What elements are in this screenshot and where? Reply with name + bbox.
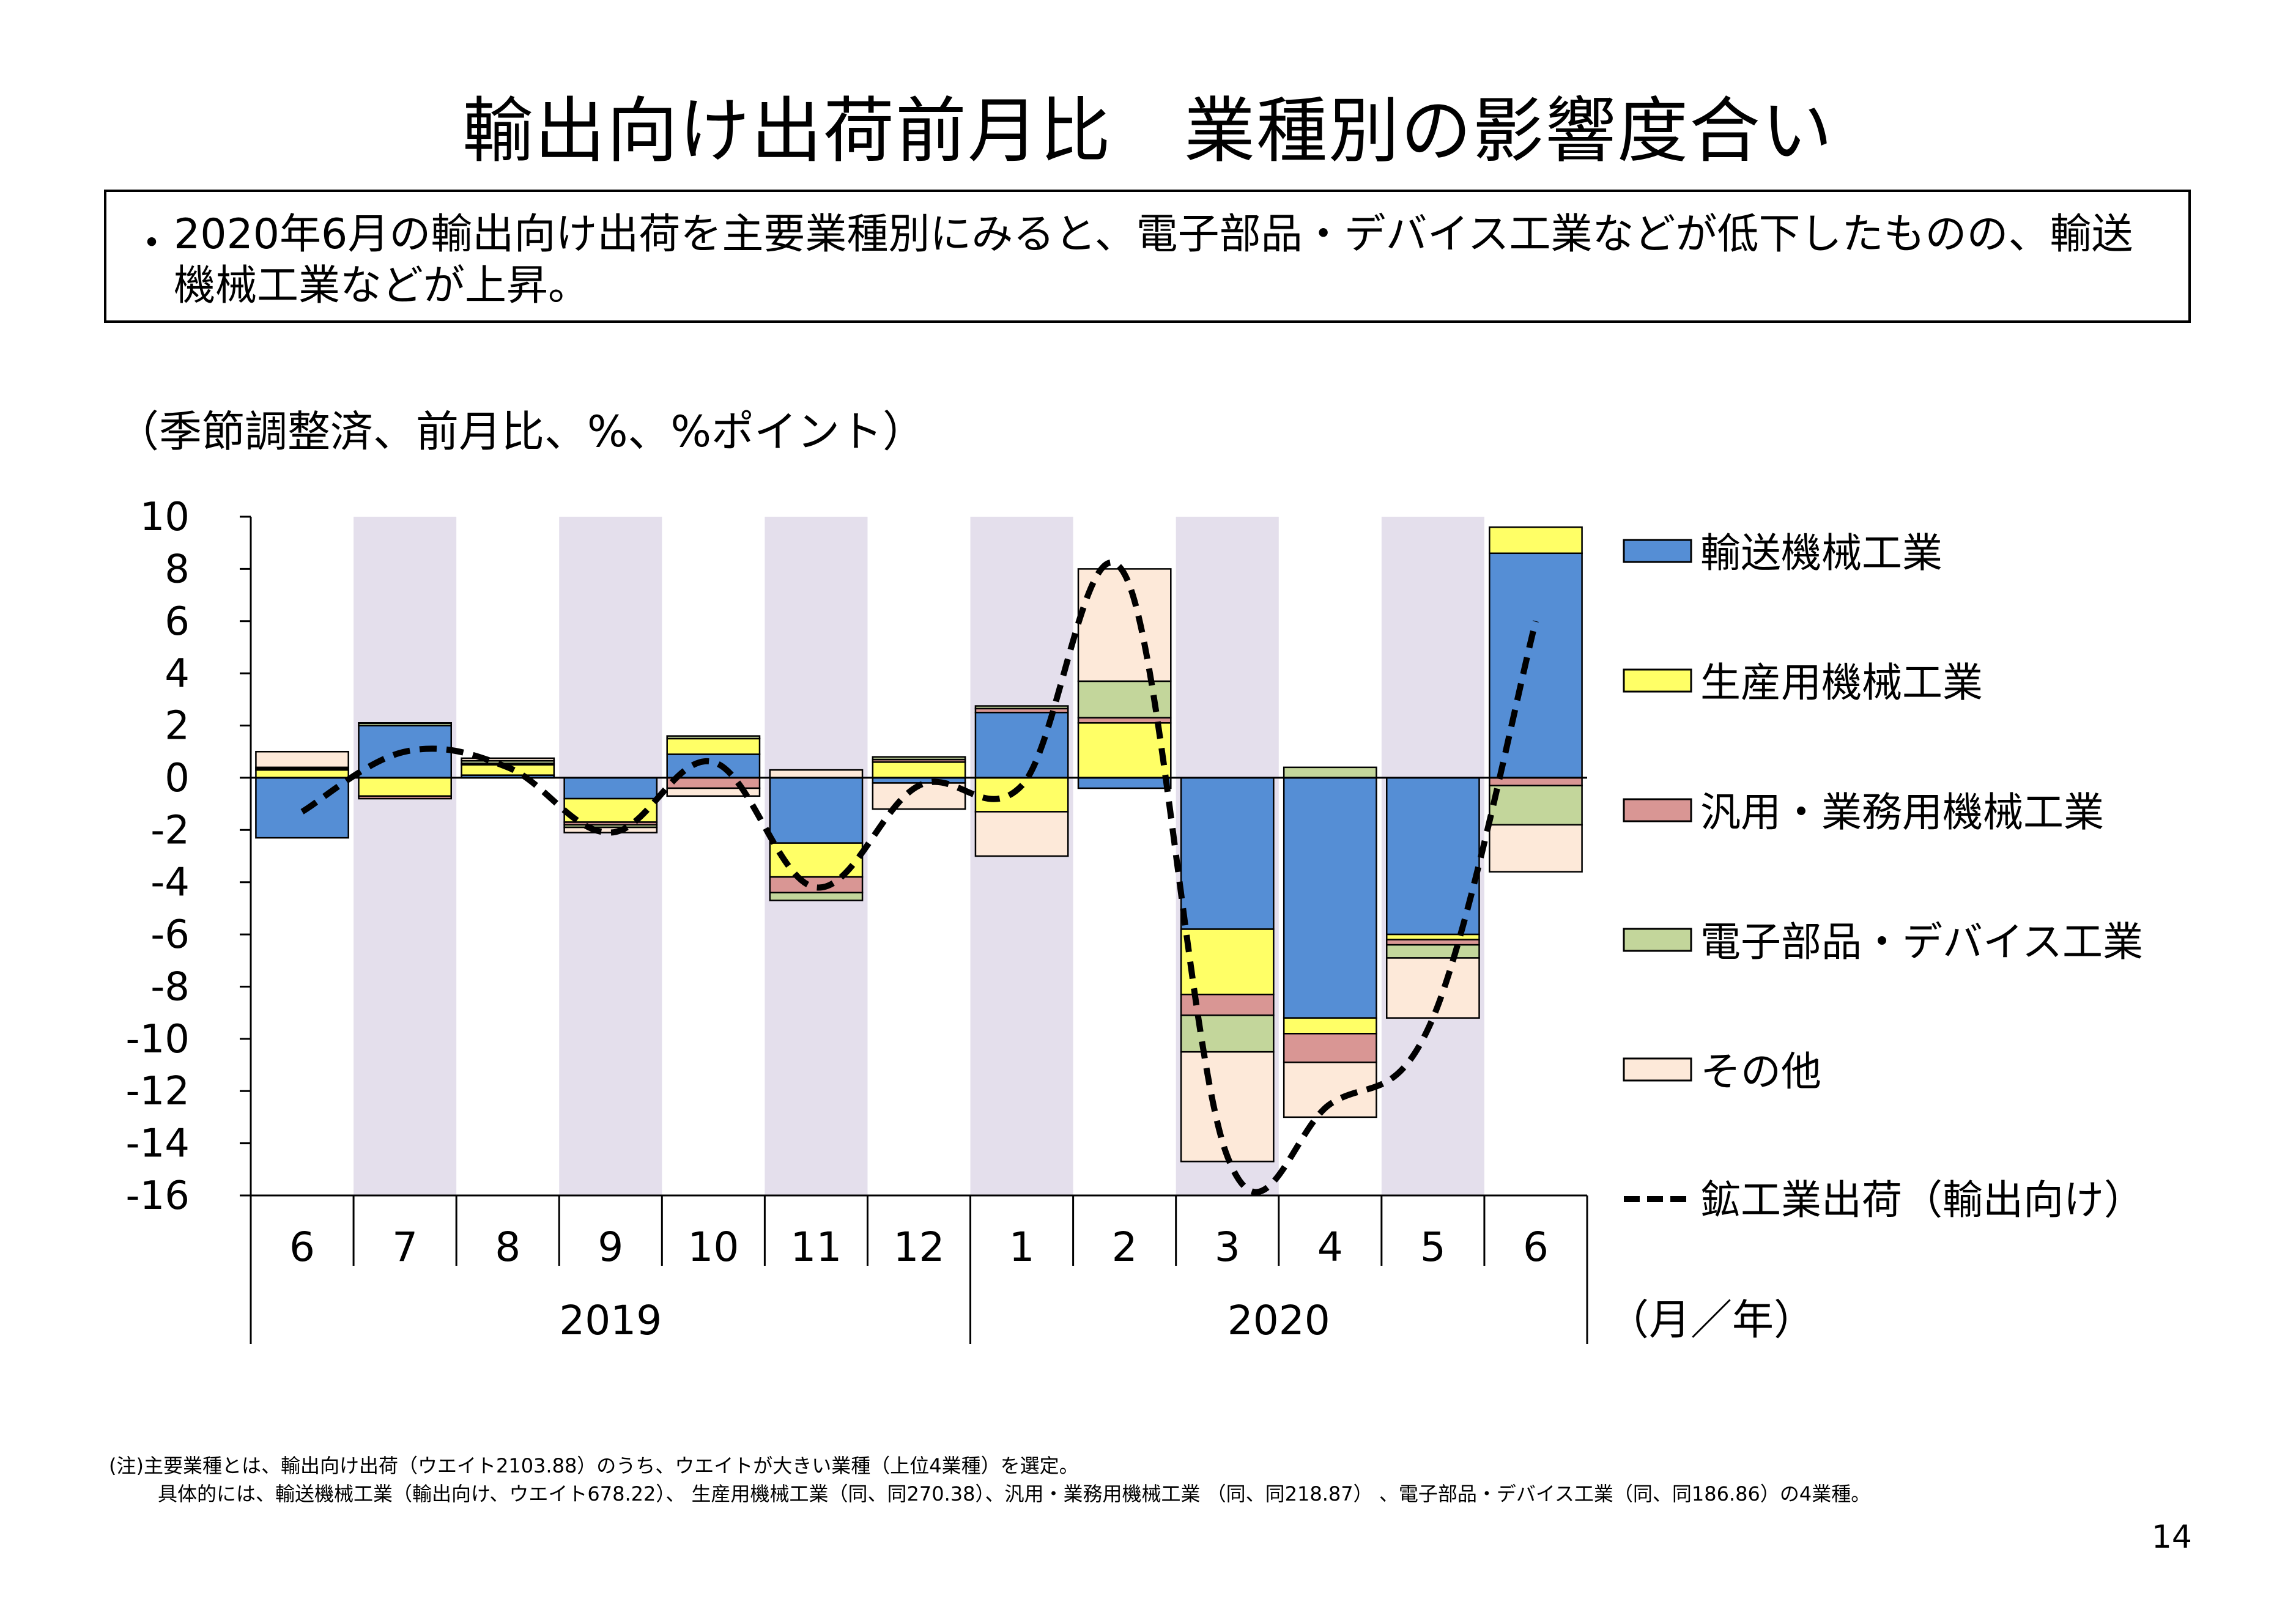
x-tick-label: 6 — [1523, 1224, 1549, 1271]
bar-segment — [1180, 1014, 1275, 1053]
bar-segment — [872, 761, 966, 779]
y-tick-label: 4 — [165, 651, 190, 696]
bar-segment — [563, 777, 658, 800]
bar-segment — [1489, 824, 1583, 873]
bar-segment — [769, 769, 864, 779]
footnote-2: 具体的には、輸送機械工業（輸出向け、ウエイト678.22）、 生産用機械工業（同… — [158, 1482, 1871, 1505]
bar-segment — [1180, 1051, 1275, 1162]
bar-segment — [358, 777, 452, 797]
legend-label: 電子部品・デバイス工業 — [1700, 918, 2143, 966]
x-tick-label: 12 — [894, 1224, 945, 1271]
bar-segment — [1283, 1062, 1377, 1118]
bar-segment — [1386, 777, 1480, 936]
x-tick-label: 7 — [392, 1224, 418, 1271]
bar-segment — [1386, 957, 1480, 1019]
bar-segment — [358, 795, 452, 800]
bar-segment — [1283, 766, 1377, 779]
bar-segment — [769, 876, 864, 894]
bar-segment — [1283, 777, 1377, 1019]
bar-segment — [974, 705, 1069, 710]
line-layer — [300, 560, 1539, 1195]
legend: 輸送機械工業生産用機械工業汎用・業務用機械工業電子部品・デバイス工業その他鉱工業… — [1623, 530, 2144, 1224]
bar-segment — [666, 735, 761, 740]
legend-label: 輸送機械工業 — [1700, 530, 1942, 577]
x-tick-label: 10 — [687, 1224, 739, 1271]
x-tick-label: 11 — [790, 1224, 842, 1271]
bar-segment — [1489, 777, 1583, 786]
legend-label: 汎用・業務用機械工業 — [1700, 789, 2104, 836]
unit-label: （季節調整済、前月比、%、%ポイント） — [116, 407, 926, 457]
bar-segment — [563, 826, 658, 833]
bar-segment — [872, 756, 966, 761]
y-tick-label: 8 — [165, 547, 190, 592]
legend-swatch — [1623, 1057, 1692, 1082]
bar-segment — [255, 769, 349, 779]
x-tick-label: 2 — [1112, 1224, 1138, 1271]
y-tick-label: -14 — [125, 1121, 190, 1167]
bar-segment — [1180, 928, 1275, 996]
legend-label: 生産用機械工業 — [1700, 659, 1983, 706]
bar-segment — [1283, 1033, 1377, 1063]
x-tick-label: 4 — [1317, 1224, 1343, 1271]
legend-swatch — [1623, 539, 1692, 563]
bar-segment — [1077, 777, 1172, 789]
bar-segment — [255, 750, 349, 769]
bar-segment — [974, 711, 1069, 779]
bar-segment — [1386, 933, 1480, 940]
footnote-1: (注)主要業種とは、輸出向け出荷（ウエイト2103.88）のうち、ウエイトが大き… — [109, 1454, 1079, 1477]
legend-label: その他 — [1700, 1048, 1821, 1095]
page-title: 輸出向け出荷前月比 業種別の影響度合い — [462, 90, 1834, 172]
bar-segment — [974, 777, 1069, 813]
legend-swatch — [1623, 928, 1692, 952]
x-tick-label: 3 — [1215, 1224, 1240, 1271]
y-tick-label: -8 — [150, 964, 190, 1010]
y-tick-label: 6 — [165, 599, 190, 645]
bar-segment — [461, 757, 555, 762]
y-tick-label: 2 — [165, 704, 190, 749]
summary-text: 2020年6月の輸出向け出荷を主要業種別にみると、電子部品・デバイス工業などが低… — [174, 210, 2133, 310]
x-tick-label: 1 — [1009, 1224, 1035, 1271]
year-label: 2020 — [1228, 1297, 1330, 1344]
bar-segment — [974, 811, 1069, 857]
year-label: 2019 — [559, 1297, 662, 1344]
shaded-column — [559, 517, 662, 1195]
series-line — [300, 560, 1539, 1195]
bar-segment — [769, 777, 864, 844]
y-tick-label: -12 — [125, 1069, 190, 1114]
legend-swatch — [1623, 668, 1692, 693]
page-number: 14 — [2151, 1519, 2192, 1556]
bar-segment — [666, 737, 761, 755]
x-tick-label: 6 — [289, 1224, 315, 1271]
bar-segment — [666, 777, 761, 789]
bar-segment — [769, 892, 864, 901]
y-tick-label: -10 — [125, 1017, 190, 1062]
summary-box: ・ 2020年6月の輸出向け出荷を主要業種別にみると、電子部品・デバイス工業など… — [104, 190, 2191, 323]
y-tick-label: -2 — [150, 808, 190, 853]
y-tick-label: 0 — [165, 756, 190, 801]
y-tick-label: -4 — [150, 860, 190, 906]
bar-segment — [1386, 944, 1480, 959]
legend-label: 鉱工業出荷（輸出向け） — [1700, 1177, 2144, 1224]
bar-segment — [1489, 552, 1583, 779]
bar-segment — [666, 787, 761, 797]
legend-swatch — [1623, 798, 1692, 822]
bar-segment — [1283, 1017, 1377, 1035]
bar-segment — [1386, 939, 1480, 946]
bar-segment — [1180, 777, 1275, 930]
bar-segment — [1489, 785, 1583, 826]
x-tick-label: 8 — [495, 1224, 520, 1271]
bar-segment — [1489, 526, 1583, 555]
x-tick-label: 5 — [1420, 1224, 1446, 1271]
y-tick-label: -6 — [150, 912, 190, 958]
bar-layer — [255, 526, 1583, 1162]
y-tick-label: 10 — [140, 495, 190, 540]
y-tick-label: -16 — [125, 1173, 190, 1219]
shaded-column — [354, 517, 457, 1195]
x-unit-label: （月／年） — [1607, 1296, 1815, 1345]
summary-bullet: ・ — [131, 220, 173, 268]
x-tick-label: 9 — [598, 1224, 623, 1271]
